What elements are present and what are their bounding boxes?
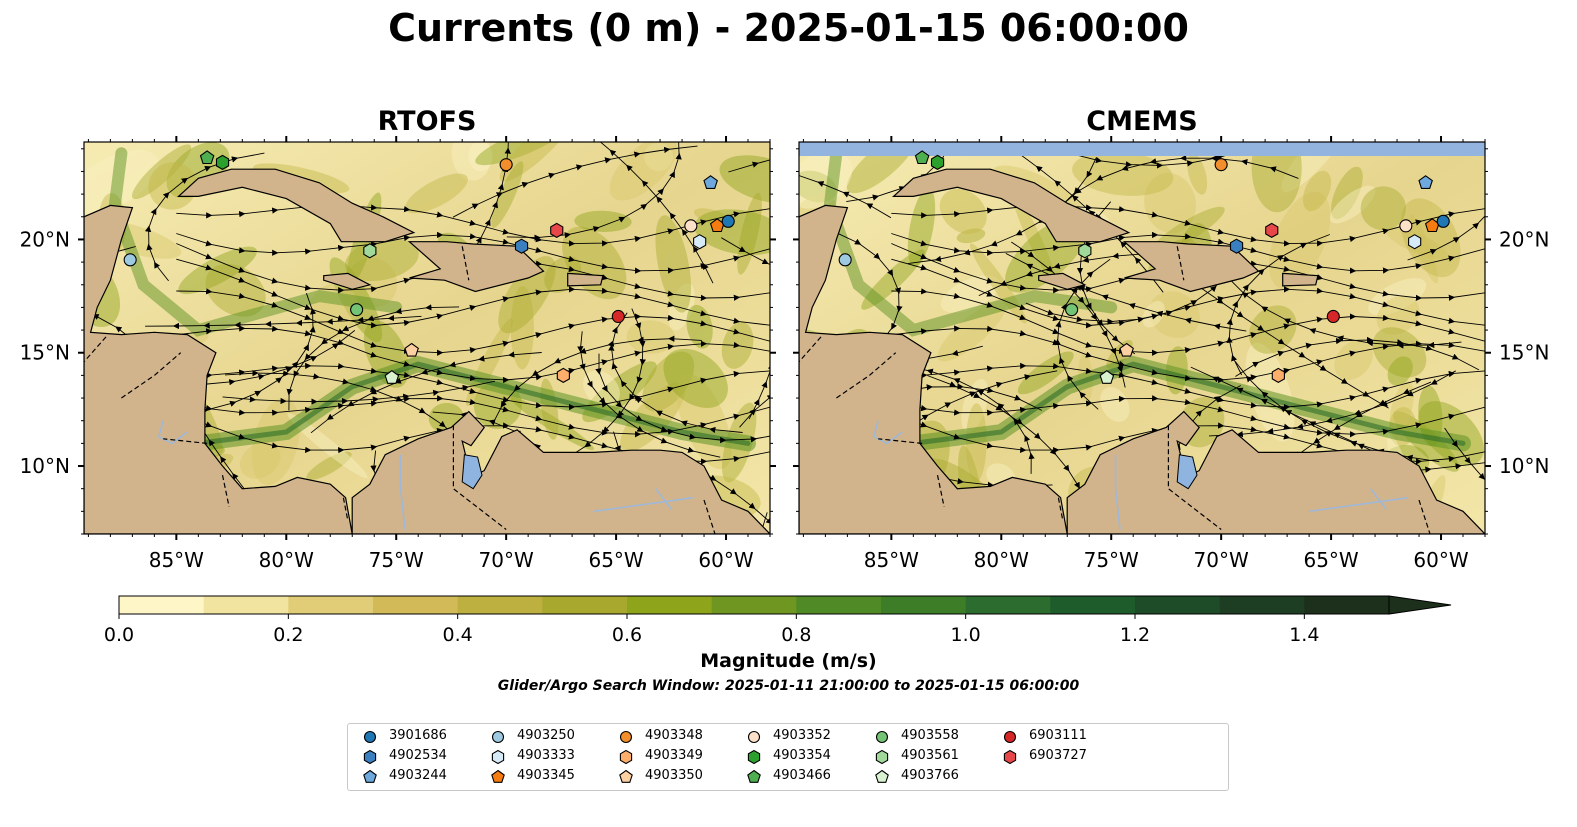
legend-label: 4903352: [773, 727, 831, 745]
colorbar-segment: [373, 596, 458, 614]
colorbar-extend-arrow: [1389, 596, 1451, 614]
colorbar-tick-label: 0.6: [612, 624, 642, 646]
colorbar-segment: [288, 596, 373, 614]
legend-marker-icon: [364, 751, 375, 764]
legend-marker-icon: [621, 732, 632, 743]
legend-marker-icon: [492, 751, 503, 764]
colorbar-segment: [119, 596, 204, 614]
legend-marker-icon: [620, 771, 632, 783]
colorbar-tick-label: 0.2: [273, 624, 303, 646]
float-legend: 3901686 4902534 4903244 4903250 4903333 49033…: [347, 723, 1229, 791]
legend-label: 4903354: [773, 747, 831, 765]
colorbar: 0.0 0.2 0.4 0.6 0.8 1.0 1.2 1.4: [0, 0, 1577, 650]
legend-marker-icon: [1005, 732, 1016, 743]
legend-marker-icon: [876, 771, 888, 783]
legend-label: 4903333: [517, 747, 575, 765]
legend-label: 4903350: [645, 767, 703, 785]
legend-label: 4903349: [645, 747, 703, 765]
colorbar-segment: [1135, 596, 1220, 614]
colorbar-segment: [796, 596, 881, 614]
legend-label: 3901686: [389, 727, 447, 745]
colorbar-segment: [458, 596, 543, 614]
colorbar-segment: [712, 596, 797, 614]
colorbar-segment: [627, 596, 712, 614]
legend-label: 4903561: [901, 747, 959, 765]
legend-label: 4903348: [645, 727, 703, 745]
colorbar-segment: [1050, 596, 1135, 614]
legend-label: 6903111: [1029, 727, 1087, 745]
colorbar-tick-label: 0.4: [443, 624, 473, 646]
search-window-text: Glider/Argo Search Window: 2025-01-11 21…: [0, 678, 1577, 694]
legend-marker-icon: [493, 732, 504, 743]
legend-marker-icon: [748, 771, 760, 783]
legend-label: 4903466: [773, 767, 831, 785]
colorbar-segment: [204, 596, 289, 614]
legend-marker-icon: [877, 732, 888, 743]
colorbar-segment: [1304, 596, 1389, 614]
colorbar-segment: [542, 596, 627, 614]
colorbar-tick-label: 1.2: [1120, 624, 1150, 646]
legend-marker-icon: [749, 732, 760, 743]
colorbar-label: Magnitude (m/s): [0, 650, 1577, 672]
colorbar-tick-label: 1.0: [951, 624, 981, 646]
legend-label: 4903244: [389, 767, 447, 785]
legend-marker-icon: [1004, 751, 1015, 764]
legend-marker-icon: [492, 771, 504, 783]
legend-label: 4903250: [517, 727, 575, 745]
colorbar-segment: [881, 596, 966, 614]
legend-label: 4903558: [901, 727, 959, 745]
colorbar-tick-label: 1.4: [1289, 624, 1319, 646]
colorbar-segment: [1220, 596, 1305, 614]
legend-label: 4903345: [517, 767, 575, 785]
legend-label: 4903766: [901, 767, 959, 785]
legend-marker-icon: [748, 751, 759, 764]
legend-marker-icon: [620, 751, 631, 764]
colorbar-tick-label: 0.8: [781, 624, 811, 646]
legend-label: 4902534: [389, 747, 447, 765]
colorbar-tick-label: 0.0: [104, 624, 134, 646]
legend-marker-icon: [364, 771, 376, 783]
legend-label: 6903727: [1029, 747, 1087, 765]
legend-marker-icon: [365, 732, 376, 743]
colorbar-segment: [966, 596, 1051, 614]
legend-marker-icon: [876, 751, 887, 764]
